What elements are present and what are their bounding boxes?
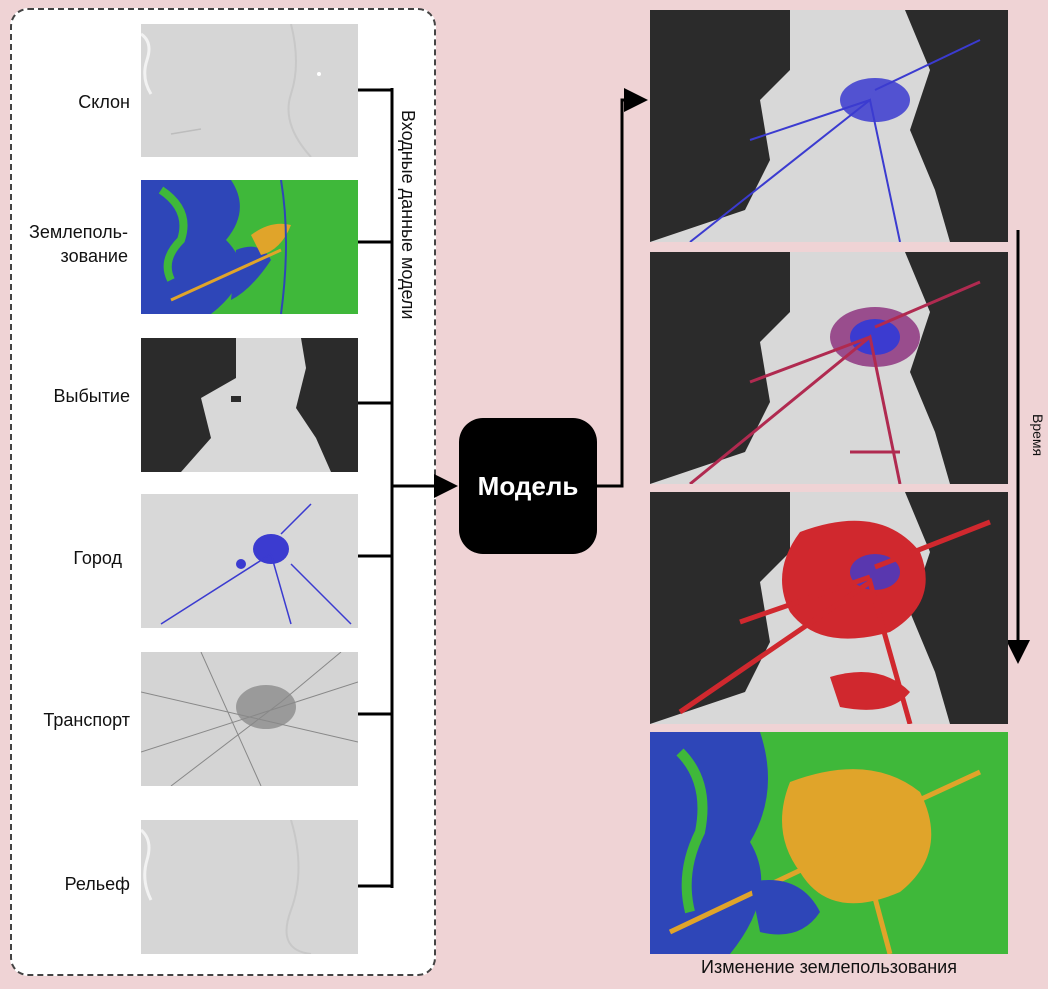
model-label: Модель	[477, 470, 579, 501]
map-urban	[141, 494, 358, 628]
output-map-step-1	[650, 10, 1008, 242]
input-group-label: Входные данные модели	[398, 110, 418, 320]
layer-label-landuse: Землеполь- зование	[28, 222, 128, 266]
map-transport	[141, 652, 358, 786]
map-exclusion	[141, 338, 358, 472]
layer-label-relief: Рельеф	[64, 874, 130, 894]
layer-label-slope: Склон	[78, 92, 130, 112]
output-map-step-3	[650, 492, 1008, 724]
output-caption: Изменение землепользования	[701, 957, 957, 977]
map-slope	[141, 24, 358, 157]
map-landuse	[141, 180, 358, 314]
model-box: Модель	[459, 418, 597, 554]
output-map-landuse	[650, 732, 1008, 954]
map-relief	[141, 820, 358, 954]
layer-label-exclusion: Выбытие	[53, 386, 131, 406]
time-axis-label: Время	[1030, 414, 1046, 457]
input-data-panel	[10, 8, 436, 976]
output-map-step-2	[650, 252, 1008, 484]
layer-label-urban: Город	[73, 548, 122, 568]
layer-label-transport: Транспорт	[43, 710, 130, 730]
